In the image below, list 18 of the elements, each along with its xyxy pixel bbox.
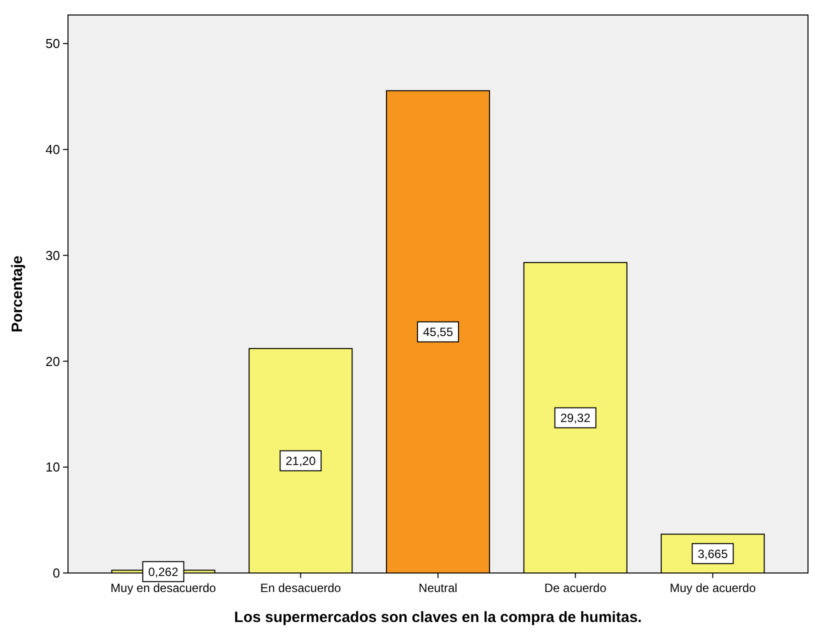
x-tick-label: Muy en desacuerdo bbox=[110, 581, 216, 595]
y-tick-label: 0 bbox=[52, 566, 60, 581]
data-label: 0,262 bbox=[148, 564, 179, 579]
x-tick-label: Neutral bbox=[418, 581, 458, 595]
y-tick-label: 50 bbox=[46, 36, 60, 52]
x-tick-label: Muy de acuerdo bbox=[670, 581, 756, 595]
y-tick-label: 20 bbox=[46, 354, 60, 369]
data-label: 21,20 bbox=[286, 454, 316, 468]
y-tick-label: 10 bbox=[46, 460, 60, 475]
data-label: 45,55 bbox=[422, 325, 454, 340]
y-tick-label: 40 bbox=[46, 142, 60, 158]
x-tick-label: En desacuerdo bbox=[260, 581, 342, 595]
y-axis-title: Porcentaje bbox=[9, 256, 26, 332]
x-tick-label: De acuerdo bbox=[544, 581, 607, 595]
data-label: 3,665 bbox=[698, 546, 728, 561]
y-tick-label: 30 bbox=[46, 248, 60, 263]
data-label: 29,32 bbox=[560, 410, 591, 425]
x-axis-title: Los supermercados son claves en la compra de humitas. bbox=[234, 609, 642, 626]
